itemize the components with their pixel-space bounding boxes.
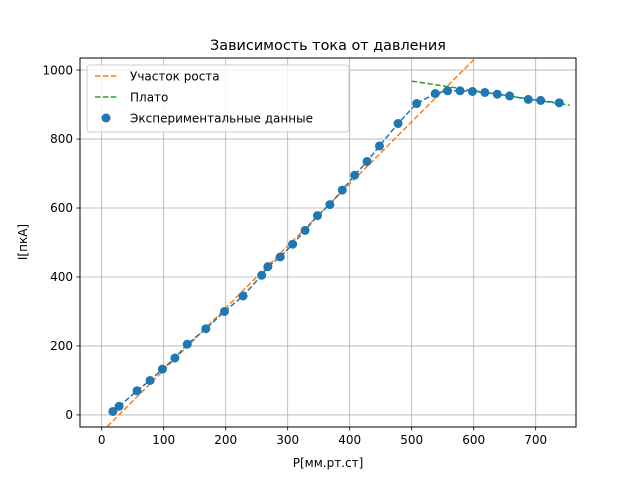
plot-area: [105, 59, 570, 427]
data-point: [288, 239, 298, 249]
legend-data-swatch: [101, 113, 111, 123]
x-tick-label: 500: [400, 433, 423, 447]
data-point: [362, 156, 372, 166]
data-point: [257, 270, 267, 280]
data-point: [393, 119, 403, 129]
x-tick-label: 400: [338, 433, 361, 447]
y-tick-label: 400: [50, 270, 73, 284]
x-tick-label: 300: [276, 433, 299, 447]
legend-plateau-label: Плато: [130, 91, 168, 105]
data-point: [219, 306, 229, 316]
y-tick-label: 600: [50, 201, 73, 215]
data-point: [114, 401, 124, 411]
data-point: [145, 375, 155, 385]
data-point: [300, 225, 310, 235]
data-point: [337, 185, 347, 195]
data-point: [554, 98, 564, 108]
axes-frame: [79, 57, 577, 428]
data-point: [467, 86, 477, 96]
data-point: [263, 262, 273, 272]
legend-growth-label: Участок роста: [130, 70, 220, 84]
x-axis-label: P[мм.рт.ст]: [293, 456, 364, 470]
data-point: [238, 291, 248, 301]
data-point: [430, 89, 440, 99]
data-point: [412, 99, 422, 109]
data-point: [275, 252, 285, 262]
data-point: [108, 406, 118, 416]
y-tick-label: 800: [50, 132, 73, 146]
data-point: [374, 141, 384, 151]
data-point: [480, 87, 490, 97]
axis-ticks: 0 100 200 300 400 500 600 700 0 200 400 600 800 1000: [42, 63, 547, 447]
data-point: [157, 364, 167, 374]
x-tick-label: 0: [98, 433, 106, 447]
data-point: [350, 170, 360, 180]
data-point: [325, 200, 335, 210]
x-tick-label: 600: [462, 433, 485, 447]
y-axis-label: I[пкА]: [16, 224, 30, 260]
data-point: [523, 94, 533, 104]
y-tick-label: 0: [65, 408, 73, 422]
data-point: [505, 91, 515, 101]
data-point: [312, 211, 322, 221]
data-point: [182, 339, 192, 349]
data-point: [201, 324, 211, 334]
y-tick-label: 1000: [42, 63, 73, 77]
data-point: [492, 89, 502, 99]
data-point: [170, 353, 180, 363]
y-tick-label: 200: [50, 339, 73, 353]
x-tick-label: 200: [214, 433, 237, 447]
legend: Участок роста Плато Экспериментальные да…: [86, 64, 350, 133]
data-point: [455, 86, 465, 96]
legend-data-label: Экспериментальные данные: [130, 112, 313, 126]
chart-title: Зависимость тока от давления: [210, 38, 446, 54]
data-point: [443, 86, 453, 96]
data-point: [132, 386, 142, 396]
legend-box: [86, 64, 350, 133]
data-point: [536, 95, 546, 105]
x-tick-label: 700: [524, 433, 547, 447]
x-tick-label: 100: [152, 433, 175, 447]
